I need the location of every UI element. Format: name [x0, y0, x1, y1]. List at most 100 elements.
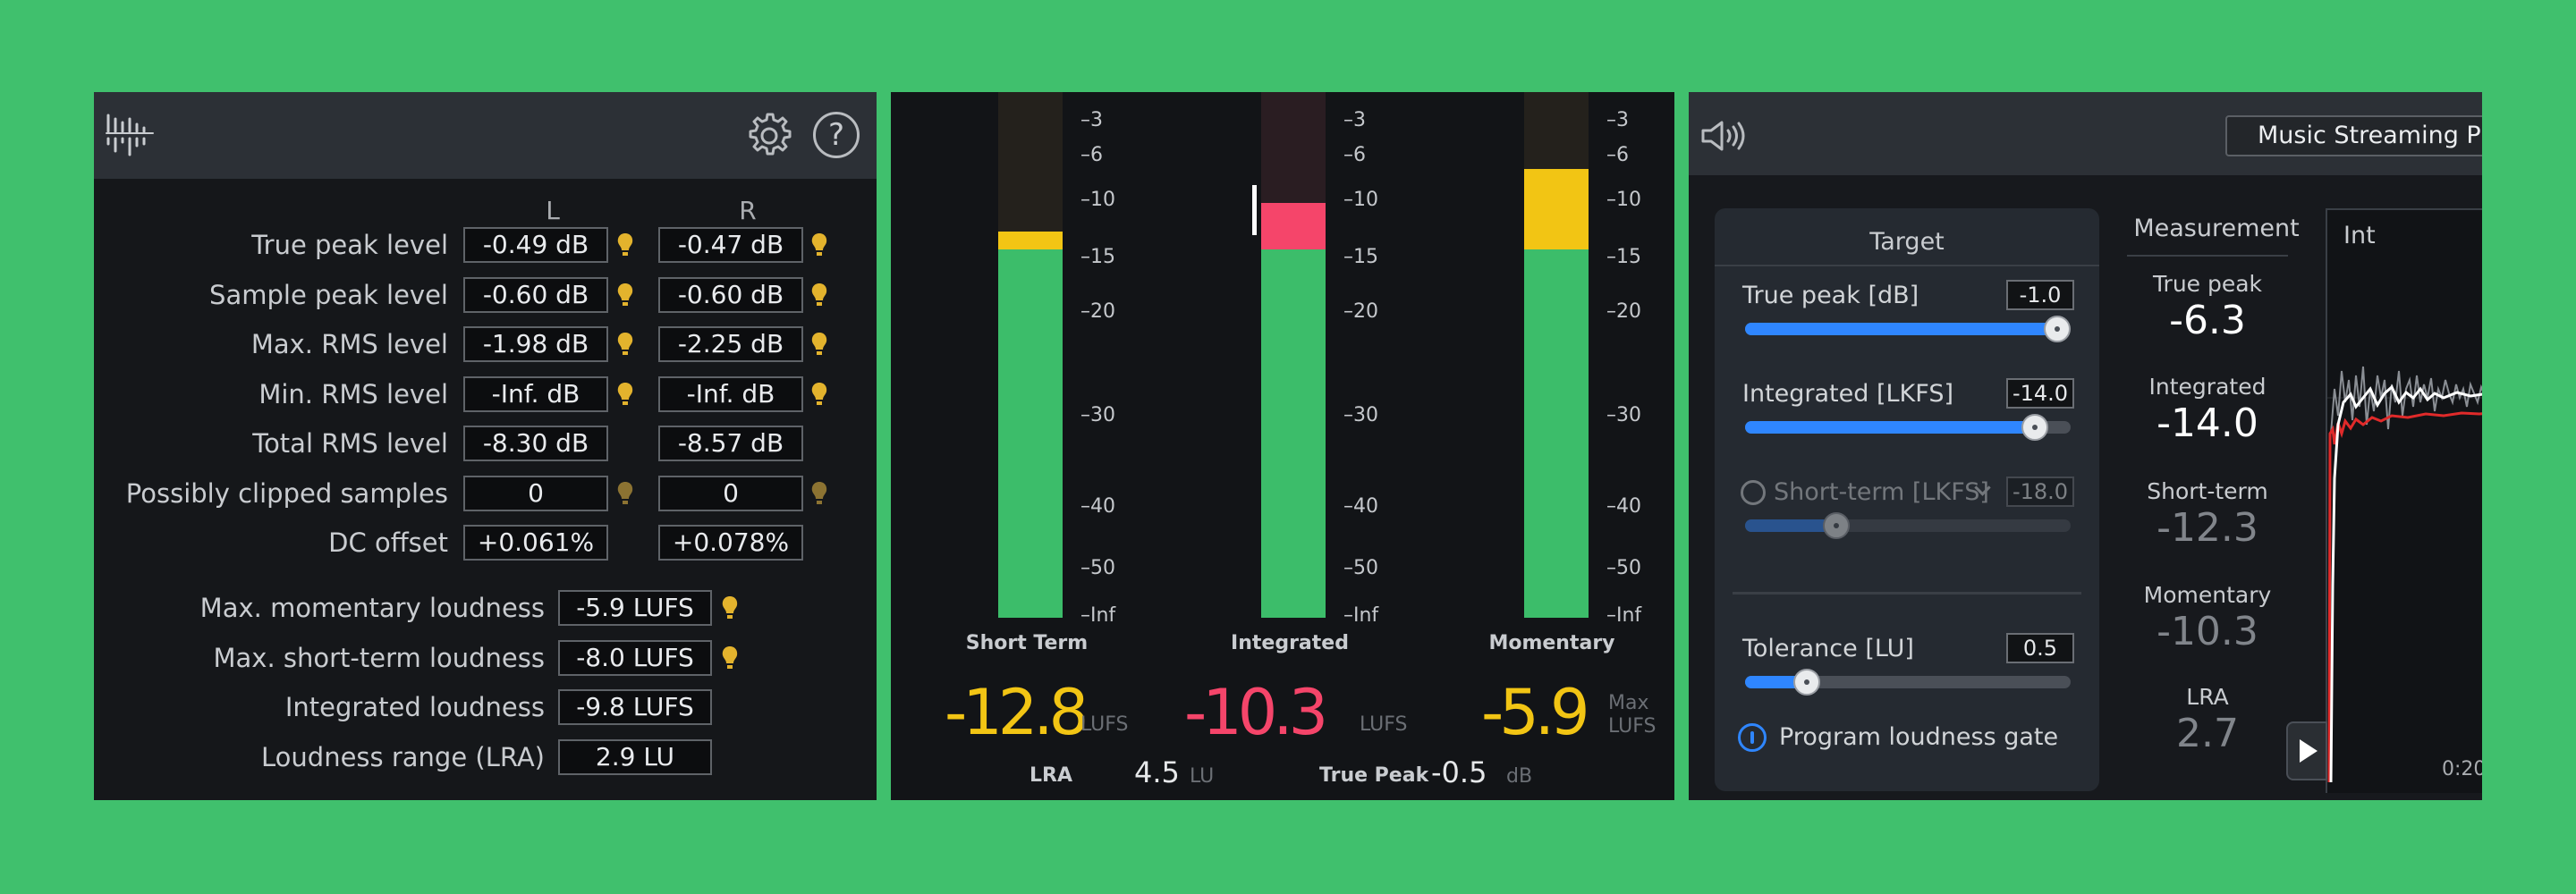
- level-meter-bar: [1261, 92, 1326, 618]
- meter-fill: [998, 249, 1063, 618]
- lightbulb-icon: [811, 283, 827, 306]
- scale-tick: –3: [1343, 109, 1366, 131]
- lightbulb-icon: [617, 382, 633, 405]
- meter-value: -5.9: [1481, 676, 1590, 749]
- meter-value: -10.3: [1184, 676, 1328, 749]
- loudness-row-value: -8.0 LUFS: [558, 639, 712, 676]
- slider-value[interactable]: -14.0: [2006, 378, 2074, 409]
- measurement-title: Measurement: [2133, 215, 2300, 242]
- meter-label: Short Term: [965, 632, 1089, 654]
- loudness-target-panel: Music Streaming Platforms Target True pe…: [1689, 92, 2482, 800]
- slider-knob[interactable]: [2021, 414, 2048, 441]
- level-meter-bar: [1524, 92, 1589, 618]
- meter-unit: LUFS: [1608, 715, 1657, 738]
- slider-knob[interactable]: [2044, 316, 2072, 342]
- true-peak-unit: dB: [1506, 765, 1533, 788]
- measurement-label: LRA: [2186, 684, 2229, 710]
- loudness-row-value: 2.9 LU: [558, 738, 712, 775]
- lightbulb-icon: [617, 481, 633, 504]
- lra-label: LRA: [1030, 764, 1072, 787]
- slider-track[interactable]: [1745, 323, 2071, 335]
- scale-tick: –20: [1343, 300, 1378, 323]
- lra-value: 4.5: [1134, 755, 1180, 789]
- target-divider: [1715, 265, 2099, 266]
- short-term-toggle-icon[interactable]: [1741, 480, 1766, 505]
- measurement-label: Momentary: [2143, 582, 2272, 608]
- speaker-icon[interactable]: [1699, 119, 1746, 153]
- column-header-right: R: [739, 196, 757, 225]
- lightbulb-icon: [722, 596, 738, 619]
- measurement-value: -14.0: [2157, 401, 2258, 446]
- stat-value-left: -8.30 dB: [463, 426, 608, 461]
- target-separator: [1733, 592, 2081, 595]
- slider-knob[interactable]: [1793, 669, 1821, 696]
- measurement-label: Integrated: [2148, 374, 2267, 400]
- target-title: Target: [1869, 228, 1945, 256]
- stat-value-right: -2.25 dB: [658, 326, 803, 362]
- true-peak-label: True Peak: [1319, 764, 1429, 787]
- scale-tick: –40: [1080, 495, 1115, 518]
- stat-value-right: -0.60 dB: [658, 276, 803, 313]
- gate-toggle-icon[interactable]: [1738, 723, 1767, 752]
- column-header-left: L: [546, 196, 560, 225]
- stat-row-label: Sample peak level: [209, 279, 448, 310]
- lightbulb-icon: [811, 233, 827, 256]
- slider-label: Short-term [LKFS]: [1774, 478, 1989, 506]
- stat-row-label: Max. RMS level: [250, 329, 448, 359]
- meter-level-band: [1261, 203, 1326, 249]
- stat-value-left: +0.061%: [463, 525, 608, 561]
- loudness-history-graph[interactable]: [2326, 208, 2482, 793]
- scale-tick: –15: [1606, 246, 1641, 268]
- lightbulb-icon: [811, 481, 827, 504]
- loudness-row-label: Max. momentary loudness: [199, 593, 545, 623]
- slider-label: True peak [dB]: [1742, 282, 1919, 309]
- scale-tick: –30: [1343, 404, 1378, 426]
- scale-tick: –50: [1606, 557, 1641, 579]
- lra-unit: LU: [1190, 765, 1215, 788]
- statistics-panel: ? L R True peak level -0.49 dB -0.47 dB Sam…: [94, 92, 877, 800]
- target-section: Target True peak [dB] -1.0 Integrated [LKF…: [1715, 208, 2099, 791]
- meter-fill: [1261, 249, 1326, 618]
- loudness-meter-panel: –3 –6 –10 –15 –20 –30 –40 –50 –Inf Short Term -12.…: [891, 92, 1674, 800]
- slider-value[interactable]: -1.0: [2006, 280, 2074, 310]
- preset-dropdown[interactable]: Music Streaming Platforms: [2225, 115, 2482, 156]
- measurement-divider: [2127, 255, 2288, 257]
- slider-label: Tolerance [LU]: [1742, 635, 1914, 662]
- scale-tick: –6: [1080, 144, 1103, 166]
- lightbulb-icon: [617, 333, 633, 355]
- graph-title: Int: [2343, 222, 2376, 249]
- measurement-value: -12.3: [2157, 505, 2258, 551]
- level-meter-bar: [998, 92, 1063, 618]
- stat-value-right: -8.57 dB: [658, 426, 803, 461]
- measurement-label: Short-term: [2147, 478, 2268, 504]
- slider-label: Integrated [LKFS]: [1742, 380, 1953, 408]
- slider-track[interactable]: [1745, 421, 2071, 434]
- meter-fill: [1524, 249, 1589, 618]
- slider-knob[interactable]: [1822, 512, 1850, 539]
- scale-tick: –6: [1606, 144, 1629, 166]
- slider-value[interactable]: 0.5: [2006, 633, 2074, 663]
- scale-tick: –40: [1343, 495, 1378, 518]
- meter-unit-prefix: Max: [1608, 692, 1649, 714]
- stat-row-label: DC offset: [328, 527, 448, 558]
- measurement-value: -10.3: [2157, 609, 2258, 654]
- slider-track[interactable]: [1745, 519, 2071, 532]
- slider-track[interactable]: [1745, 676, 2071, 688]
- scale-tick: –10: [1080, 189, 1115, 211]
- meter-bars-icon: [106, 114, 154, 156]
- graph-time-label: 0:20: [2442, 758, 2482, 780]
- help-icon[interactable]: ?: [813, 112, 860, 158]
- gear-icon[interactable]: [744, 111, 794, 161]
- scale-tick: –20: [1080, 300, 1115, 323]
- slider-value[interactable]: -18.0: [2006, 477, 2074, 507]
- program-loudness-gate-label[interactable]: Program loudness gate: [1779, 723, 2059, 751]
- stat-value-right: +0.078%: [658, 525, 803, 561]
- lightbulb-icon: [617, 283, 633, 306]
- play-icon[interactable]: [2286, 721, 2327, 780]
- integrated-target-marker: [1252, 185, 1257, 235]
- lightbulb-icon: [811, 382, 827, 405]
- meter-unit: LUFS: [1360, 713, 1408, 736]
- statistics-header: ?: [94, 92, 877, 179]
- scale-tick: –10: [1606, 189, 1641, 211]
- loudness-row-label: Loudness range (LRA): [261, 741, 545, 772]
